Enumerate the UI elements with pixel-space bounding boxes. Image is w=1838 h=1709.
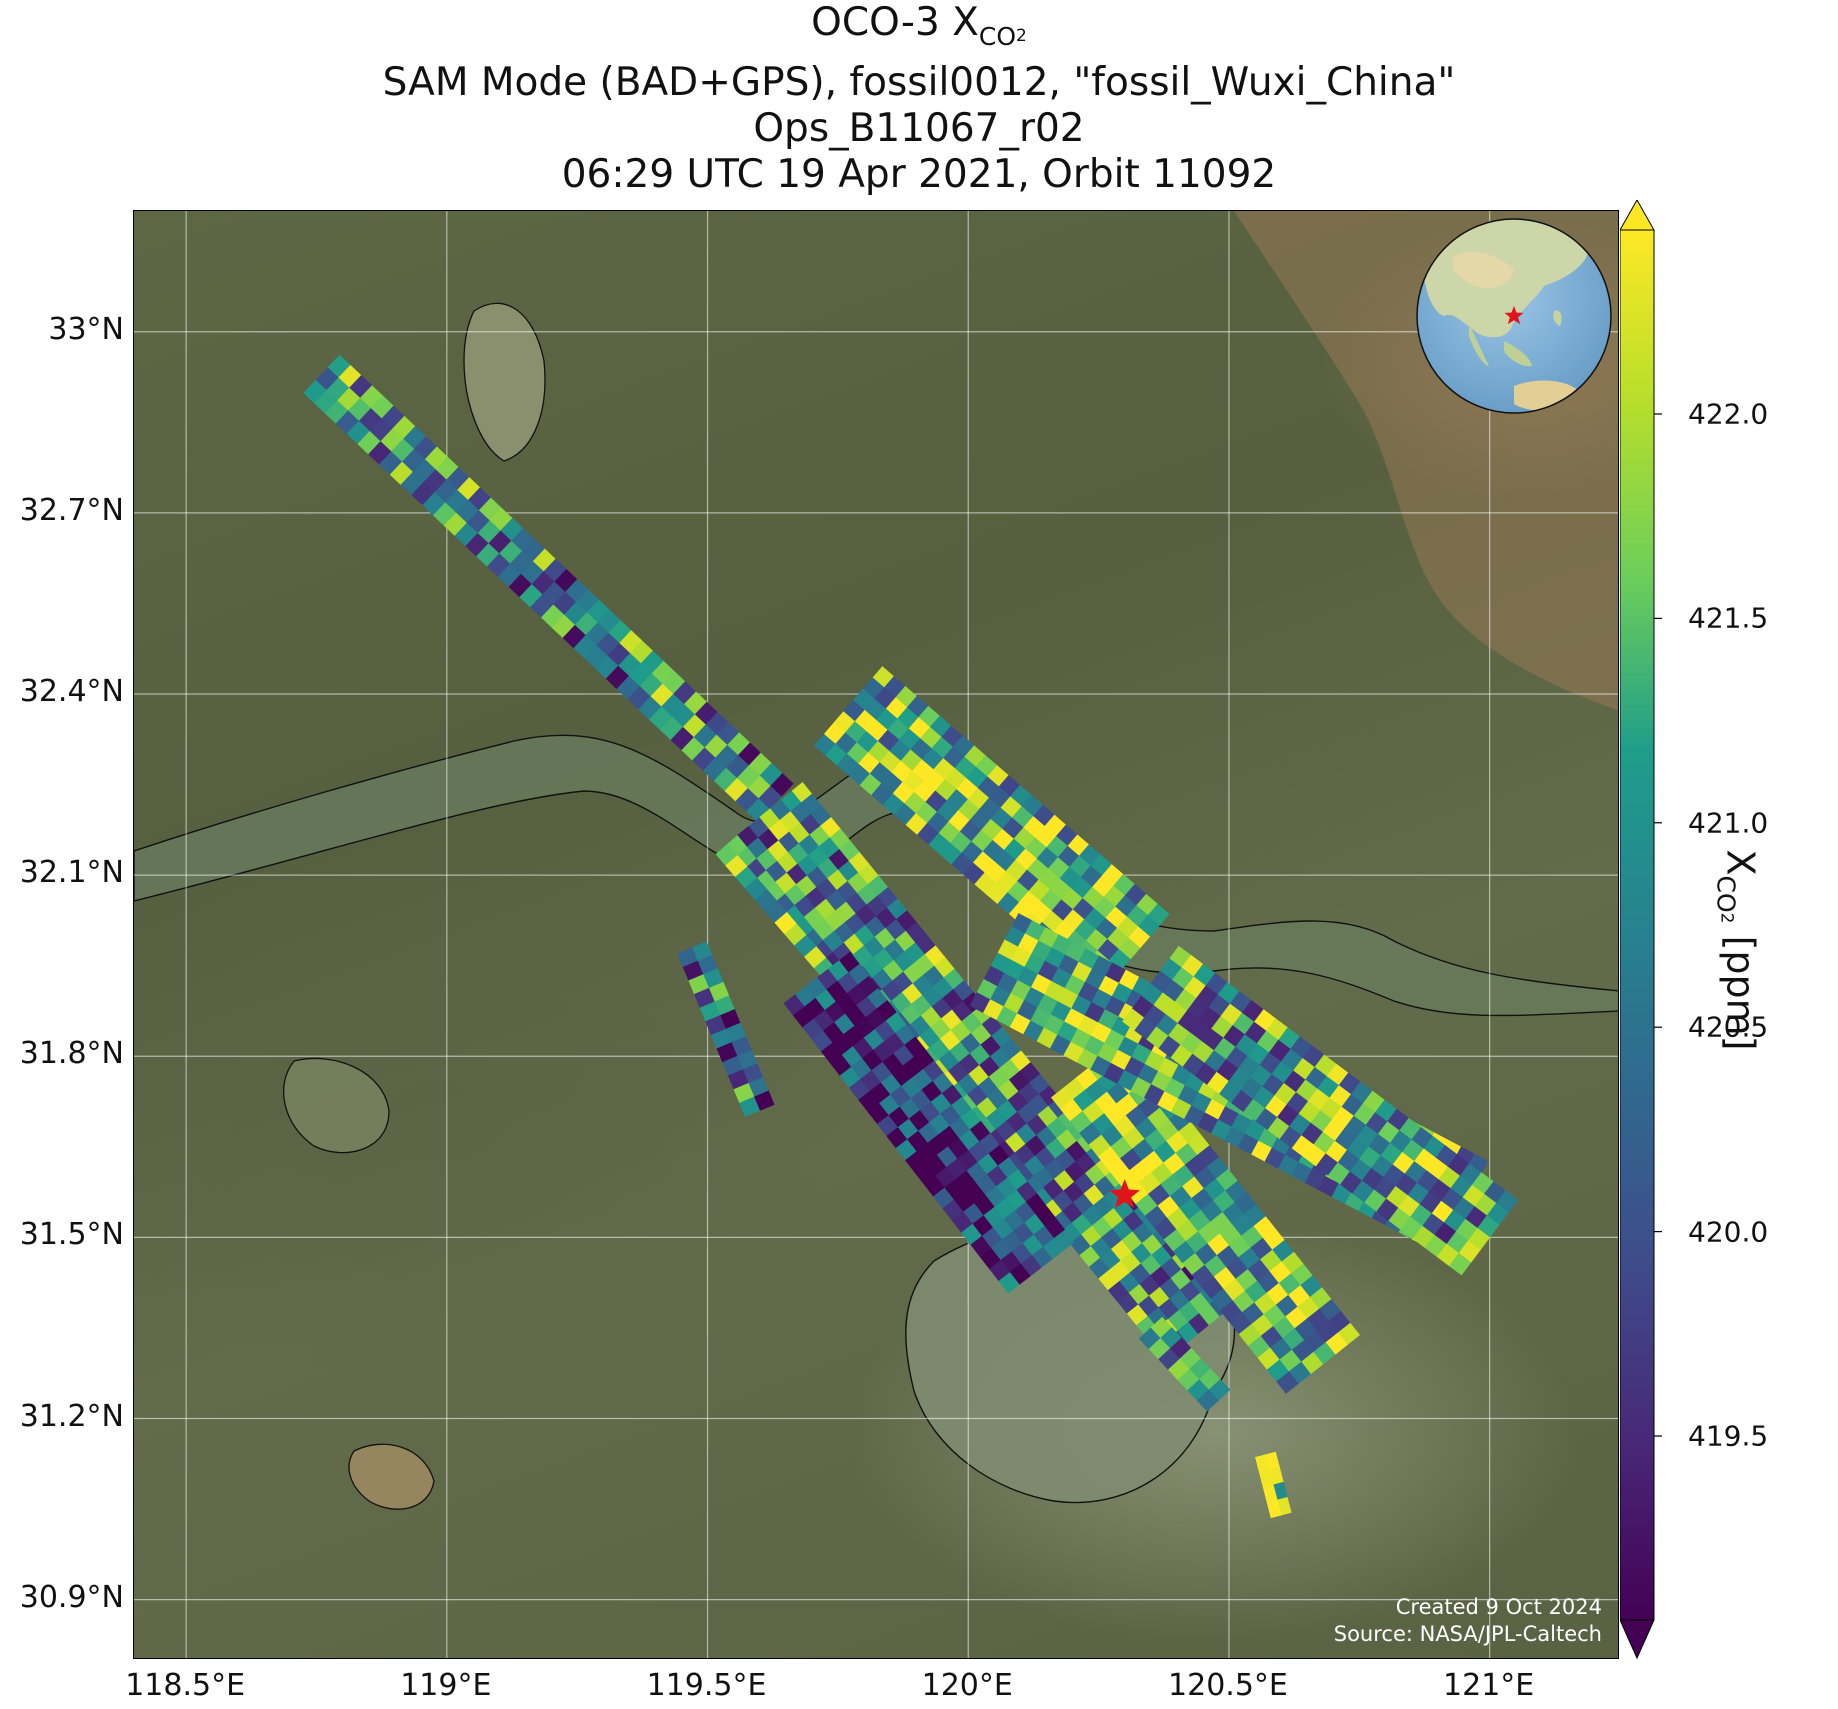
- globe-outline: [1416, 218, 1612, 414]
- colorbar-tick-label: 422.0: [1688, 397, 1769, 431]
- colorbar-tick-label: 420.0: [1688, 1215, 1769, 1249]
- x-tick-label: 120.5°E: [1168, 1668, 1288, 1703]
- gucheng-lake: [282, 1057, 390, 1154]
- swath: [1255, 1451, 1292, 1519]
- swath: [677, 941, 775, 1117]
- credit-source: Source: NASA/JPL-Caltech: [1333, 1622, 1602, 1646]
- xco2-sounding: [1196, 1389, 1219, 1412]
- globe-star-marker: [1504, 306, 1524, 325]
- colorbar-extend-top: [1620, 200, 1655, 231]
- x-tick-label: 119°E: [400, 1668, 492, 1703]
- colorbar-tick-label: 421.5: [1688, 601, 1769, 635]
- colorbar-tick-label: 419.5: [1688, 1419, 1769, 1453]
- colorbar: [1620, 200, 1662, 1660]
- swath: [813, 666, 1170, 994]
- gaoyou-lake: [463, 302, 546, 462]
- colorbar-tick-lines: [1654, 413, 1662, 1437]
- title-line-4: 06:29 UTC 19 Apr 2021, Orbit 11092: [561, 152, 1277, 197]
- title-line-3: Ops_B11067_r02: [753, 106, 1085, 151]
- y-tick-label: 31.8°N: [19, 1036, 124, 1072]
- shijiu-lake: [348, 1443, 435, 1510]
- y-tick-label: 31.5°N: [19, 1217, 124, 1253]
- x-tick-label: 120°E: [921, 1668, 1013, 1703]
- title-line-2: SAM Mode (BAD+GPS), fossil0012, "fossil_…: [382, 60, 1456, 105]
- swath: [1122, 945, 1519, 1276]
- y-tick-label: 32.4°N: [19, 674, 124, 709]
- swath: [303, 354, 794, 823]
- xco2-sounding: [998, 1272, 1020, 1294]
- y-tick-label: 33°N: [48, 311, 124, 347]
- swath: [1138, 1316, 1231, 1412]
- xco2-sounding: [739, 1096, 761, 1117]
- y-tick-label: 32.7°N: [19, 492, 124, 528]
- colorbar-tick-label: 420.5: [1688, 1010, 1769, 1044]
- x-tick-label: 119.5°E: [646, 1668, 767, 1703]
- globe-inset: [1416, 218, 1612, 414]
- globe-land: [1422, 219, 1589, 411]
- credit-created: Created 9 Oct 2024: [1395, 1595, 1602, 1619]
- x-tick-label: 118.5°E: [125, 1668, 246, 1703]
- colorbar-label: XCO2 [ppm]: [1711, 849, 1763, 1051]
- y-tick-label: 31.2°N: [19, 1398, 124, 1434]
- xco2-swaths: [303, 354, 1519, 1519]
- y-tick-label: 32.1°N: [19, 855, 124, 891]
- credit-text: Created 9 Oct 2024 Source: NASA/JPL-Calt…: [1334, 1594, 1602, 1648]
- xco2-sounding: [1266, 1499, 1282, 1519]
- y-tick-label: 30.9°N: [19, 1579, 124, 1615]
- xco2-sounding: [1276, 1371, 1299, 1394]
- target-marker: [1109, 1179, 1140, 1209]
- map-plot-area[interactable]: Created 9 Oct 2024 Source: NASA/JPL-Calt…: [133, 210, 1619, 1659]
- swath: [783, 951, 1075, 1294]
- title-line-1: OCO-3 XCO2: [811, 0, 1027, 51]
- chart-title: OCO-3 XCO2 SAM Mode (BAD+GPS), fossil001…: [0, 0, 1838, 198]
- map-svg: [134, 211, 1618, 1658]
- colorbar-body: [1620, 229, 1655, 1621]
- colorbar-extend-bottom: [1620, 1619, 1655, 1660]
- target-star: [1109, 1179, 1140, 1209]
- xco2-sounding: [1448, 1252, 1472, 1276]
- x-tick-label: 121°E: [1443, 1668, 1535, 1703]
- colorbar-tick-label: 421.0: [1688, 806, 1769, 840]
